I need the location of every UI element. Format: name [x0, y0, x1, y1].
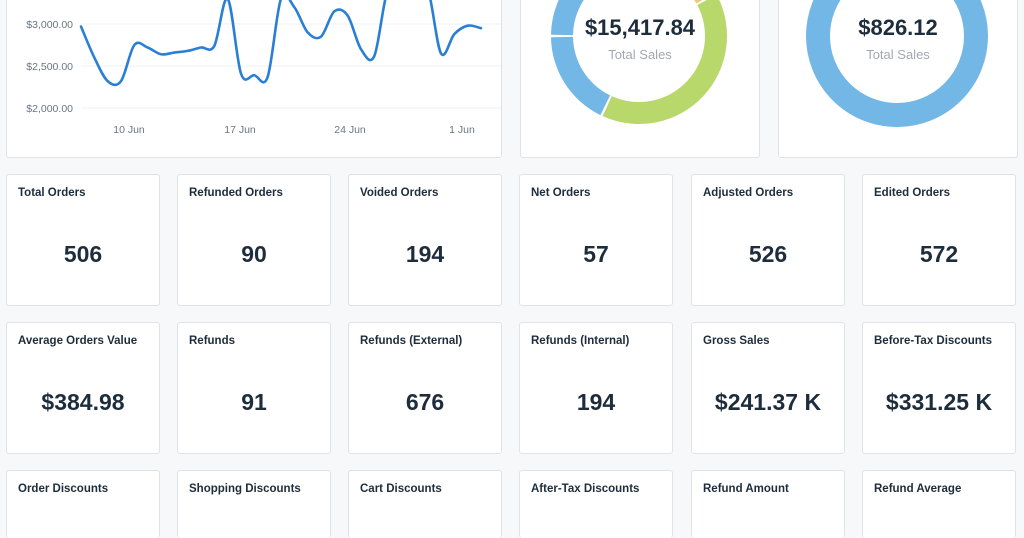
- x-tick-label: 1 Jun: [449, 124, 475, 136]
- sales-series-line: [79, 0, 483, 87]
- card-title: Refunded Orders: [189, 187, 283, 199]
- card-value: $241.37 K: [714, 389, 822, 415]
- metric-card-adjusted-orders[interactable]: Adjusted Orders 526: [691, 174, 845, 306]
- card-title: Shopping Discounts: [189, 483, 301, 495]
- card-value: 676: [405, 389, 445, 415]
- metric-card-after-tax-discounts[interactable]: After-Tax Discounts: [519, 470, 673, 538]
- card-value: 57: [583, 241, 609, 267]
- card-title: Gross Sales: [703, 335, 770, 347]
- metric-card-shopping-discounts[interactable]: Shopping Discounts: [177, 470, 331, 538]
- donut-center-label: Total Sales: [866, 47, 930, 62]
- card-title: Order Discounts: [18, 483, 109, 495]
- metric-card-average-orders-value[interactable]: Average Orders Value $384.98: [6, 322, 160, 454]
- metric-card-refund-amount[interactable]: Refund Amount: [691, 470, 845, 538]
- card-value: 526: [748, 241, 788, 267]
- x-tick-label: 24 Jun: [334, 124, 366, 136]
- donut-center-value: $826.12: [858, 15, 938, 40]
- total-sales-donut-panel-2: $826.12 Total Sales: [778, 0, 1018, 158]
- card-title: Edited Orders: [874, 187, 951, 199]
- metric-card-cart-discounts[interactable]: Cart Discounts: [348, 470, 502, 538]
- metric-card-refunded-orders[interactable]: Refunded Orders 90: [177, 174, 331, 306]
- card-value: 506: [63, 241, 103, 267]
- card-title: Cart Discounts: [360, 483, 442, 495]
- metric-card-refunds-external[interactable]: Refunds (External) 676: [348, 322, 502, 454]
- donut-center-value: $15,417.84: [584, 15, 696, 40]
- donut-slice[interactable]: [602, 0, 727, 124]
- card-title: Refund Average: [874, 483, 962, 495]
- donut-slice[interactable]: [806, 0, 988, 127]
- total-sales-donut-chart-2: [806, 0, 988, 127]
- card-value: $331.25 K: [885, 389, 993, 415]
- total-sales-donut-panel: $15,417.84 Total Sales: [520, 0, 760, 158]
- x-tick-label: 10 Jun: [113, 124, 145, 136]
- card-value: 572: [919, 241, 959, 267]
- metric-card-order-discounts[interactable]: Order Discounts: [6, 470, 160, 538]
- y-tick-label: $2,000.00: [26, 103, 73, 115]
- y-tick-label: $3,000.00: [26, 19, 73, 31]
- metric-card-voided-orders[interactable]: Voided Orders 194: [348, 174, 502, 306]
- total-sales-donut-chart: [551, 0, 727, 124]
- card-value: 91: [241, 389, 267, 415]
- sales-line-chart-panel: $3,000.00 $2,500.00 $2,000.00 10 Jun 17 Jun 2…: [6, 0, 502, 158]
- card-title: Refund Amount: [703, 483, 789, 495]
- donut-slice[interactable]: [551, 0, 590, 36]
- card-title: Voided Orders: [360, 187, 439, 199]
- metric-card-gross-sales[interactable]: Gross Sales $241.37 K: [691, 322, 845, 454]
- metric-card-edited-orders[interactable]: Edited Orders 572: [862, 174, 1016, 306]
- card-title: Net Orders: [531, 187, 591, 199]
- card-value: $384.98: [41, 389, 125, 415]
- metric-card-before-tax-discounts[interactable]: Before-Tax Discounts $331.25 K: [862, 322, 1016, 454]
- x-tick-label: 17 Jun: [224, 124, 256, 136]
- metric-card-net-orders[interactable]: Net Orders 57: [519, 174, 673, 306]
- card-title: Refunds: [189, 335, 235, 347]
- card-title: Refunds (Internal): [531, 335, 630, 347]
- card-title: After-Tax Discounts: [531, 483, 640, 495]
- metric-card-total-orders[interactable]: Total Orders 506: [6, 174, 160, 306]
- donut-slice[interactable]: [593, 0, 716, 4]
- metric-card-refunds-internal[interactable]: Refunds (Internal) 194: [519, 322, 673, 454]
- donut-center-label: Total Sales: [608, 47, 672, 62]
- card-title: Before-Tax Discounts: [874, 335, 993, 347]
- metric-card-refund-average[interactable]: Refund Average: [862, 470, 1016, 538]
- sales-line-chart: $3,000.00 $2,500.00 $2,000.00 10 Jun 17 Jun 2…: [26, 0, 501, 136]
- card-title: Adjusted Orders: [703, 187, 794, 199]
- card-value: 194: [576, 389, 616, 415]
- card-value: 194: [405, 241, 445, 267]
- card-title: Total Orders: [18, 187, 86, 199]
- card-title: Refunds (External): [360, 335, 463, 347]
- y-tick-label: $2,500.00: [26, 61, 73, 73]
- metric-card-refunds[interactable]: Refunds 91: [177, 322, 331, 454]
- donut-slice[interactable]: [551, 36, 611, 116]
- card-value: 90: [241, 241, 267, 267]
- card-title: Average Orders Value: [18, 335, 138, 347]
